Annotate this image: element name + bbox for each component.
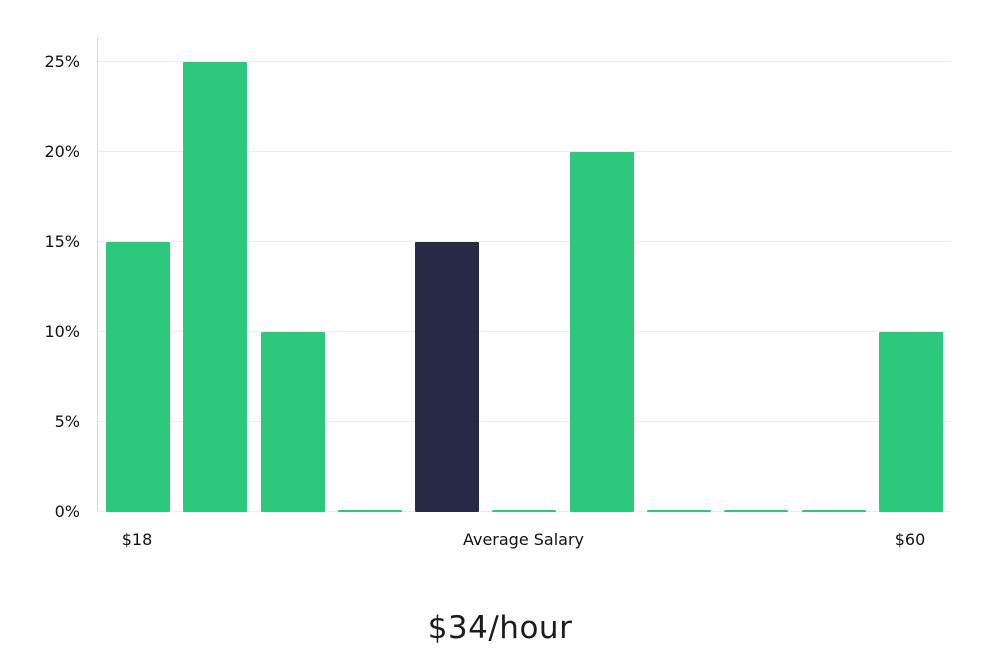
bar xyxy=(801,510,866,512)
chart-title: $34/hour xyxy=(427,610,573,646)
bar-average-salary xyxy=(415,242,480,512)
bar xyxy=(183,62,248,512)
gridline xyxy=(98,331,951,332)
bar xyxy=(106,242,170,512)
x-axis-label-max: $60 xyxy=(894,530,926,549)
bars xyxy=(98,38,951,512)
bar xyxy=(492,510,557,512)
y-tick-label: 5% xyxy=(54,412,80,431)
bar xyxy=(337,510,402,512)
y-tick-label: 10% xyxy=(44,322,80,341)
plot-area xyxy=(97,38,951,512)
bar xyxy=(878,332,943,512)
bar xyxy=(260,332,325,512)
gridline xyxy=(98,151,951,152)
gridline xyxy=(98,241,951,242)
y-tick-label: 0% xyxy=(54,502,80,521)
x-axis-label-average-salary: Average Salary xyxy=(462,530,585,549)
x-axis-label-min: $18 xyxy=(121,530,153,549)
gridline xyxy=(98,421,951,422)
y-tick-label: 20% xyxy=(44,142,80,161)
y-tick-label: 25% xyxy=(44,52,80,71)
bar xyxy=(647,510,712,512)
y-axis-tick-labels: 0% 5% 10% 15% 20% 25% xyxy=(0,38,90,520)
bar xyxy=(724,510,789,512)
gridline xyxy=(98,61,951,62)
y-tick-label: 15% xyxy=(44,232,80,251)
bar xyxy=(569,152,634,512)
